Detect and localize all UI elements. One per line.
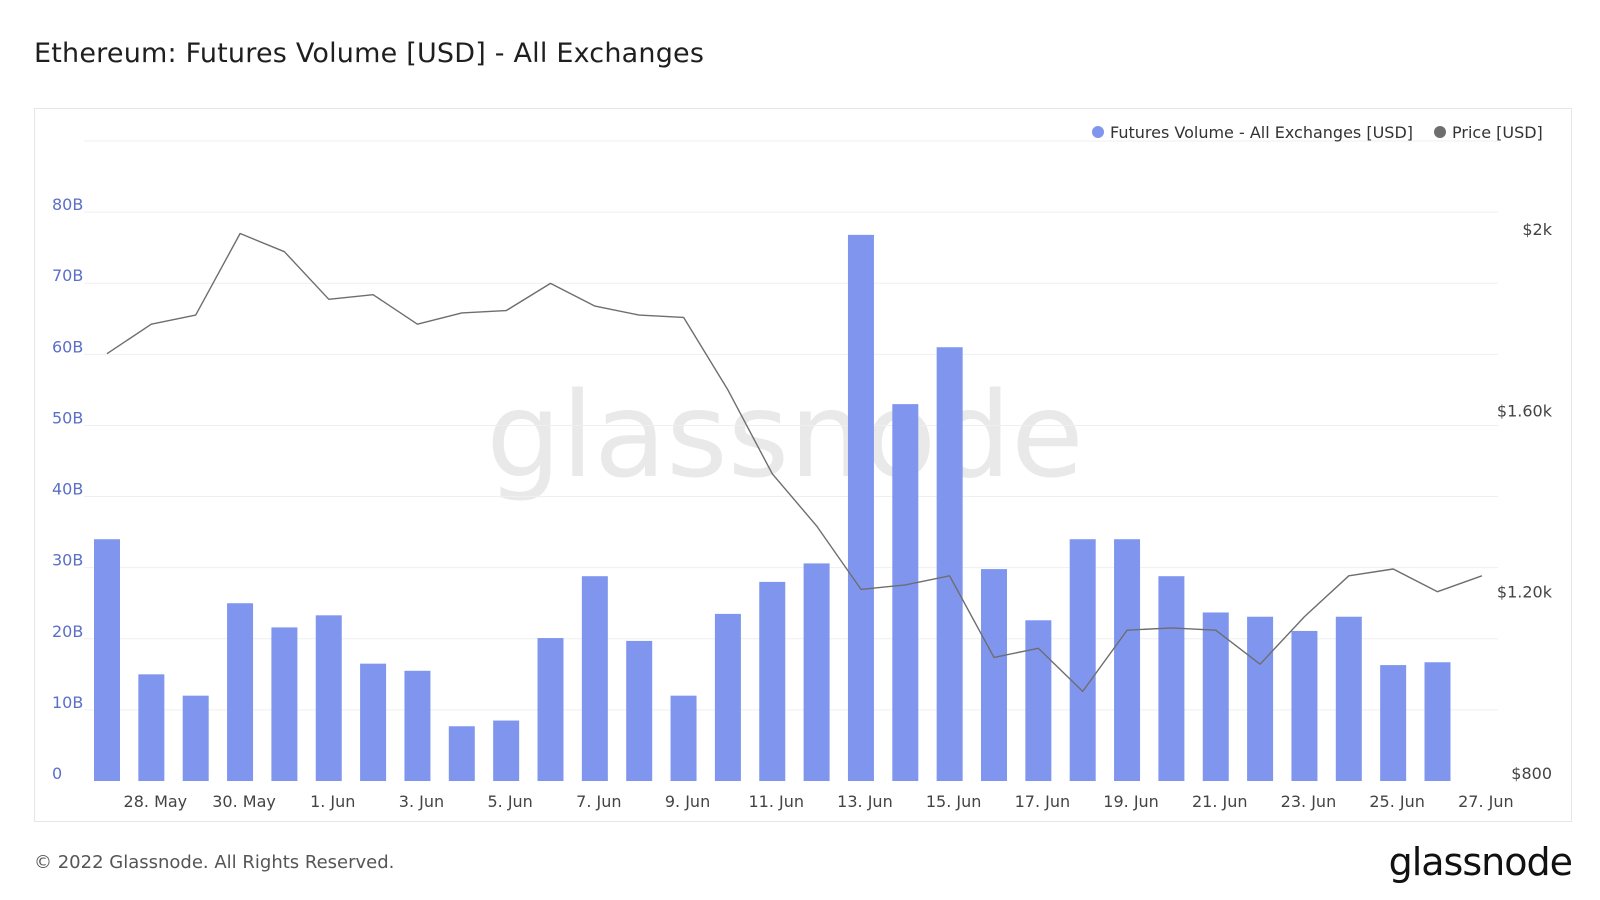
left-axis-tick-label: 70B	[52, 266, 83, 285]
volume-bar	[1380, 665, 1407, 781]
price-line	[106, 232, 1483, 693]
x-axis: 28. May 30. May 1. Jun 3. Jun 5. Jun 7. Jun 9.…	[124, 792, 1514, 811]
volume-bar	[1158, 576, 1185, 781]
x-axis-tick-label: 15. Jun	[926, 792, 982, 811]
volume-bar	[1025, 620, 1052, 781]
x-axis-tick-label: 3. Jun	[399, 792, 444, 811]
price-line-group	[106, 232, 1483, 693]
left-axis-tick-label: 20B	[52, 622, 83, 641]
x-axis-tick-label: 13. Jun	[837, 792, 893, 811]
volume-bar	[892, 404, 919, 781]
volume-bar	[271, 627, 298, 781]
volume-bar	[94, 539, 120, 781]
legend-label[interactable]: Price [USD]	[1452, 123, 1543, 142]
left-axis-tick-label: 30B	[52, 551, 83, 570]
volume-bar	[803, 563, 830, 781]
glassnode-logo[interactable]: glassnode	[1388, 840, 1573, 884]
volume-bar	[581, 576, 608, 781]
x-axis-tick-label: 11. Jun	[748, 792, 804, 811]
x-axis-tick-label: 28. May	[124, 792, 188, 811]
volume-bar	[1291, 630, 1318, 781]
copyright-text: © 2022 Glassnode. All Rights Reserved.	[34, 852, 395, 873]
volume-bar	[981, 569, 1007, 781]
volume-bar	[1202, 612, 1229, 781]
volume-bar	[227, 603, 254, 781]
volume-bar	[1335, 616, 1362, 781]
volume-bar	[759, 581, 786, 781]
x-axis-tick-label: 30. May	[212, 792, 276, 811]
x-axis-tick-label: 17. Jun	[1015, 792, 1071, 811]
volume-bar	[714, 613, 741, 781]
left-axis-tick-label: 50B	[52, 408, 83, 427]
volume-bar	[493, 720, 520, 781]
left-axis-tick-label: 80B	[52, 195, 83, 214]
volume-bar	[936, 347, 963, 781]
x-axis-tick-label: 23. Jun	[1281, 792, 1337, 811]
volume-bar	[1069, 539, 1096, 781]
x-axis-tick-label: 5. Jun	[487, 792, 532, 811]
volume-bar	[182, 695, 209, 781]
x-axis-tick-label: 25. Jun	[1369, 792, 1425, 811]
watermark: glassnode	[486, 366, 1083, 504]
left-axis: 0 10B 20B 30B 40B 50B 60B 70B 80B	[52, 195, 83, 783]
volume-bar	[404, 670, 431, 781]
right-axis: $800 $1.20k $1.60k $2k	[1497, 220, 1553, 783]
left-axis-tick-label: 60B	[52, 337, 83, 356]
legend[interactable]: Futures Volume - All Exchanges [USD] Pric…	[1092, 123, 1543, 142]
volume-bar	[360, 663, 387, 781]
legend-marker[interactable]	[1092, 126, 1104, 138]
x-axis-tick-label: 19. Jun	[1103, 792, 1159, 811]
legend-label[interactable]: Futures Volume - All Exchanges [USD]	[1110, 123, 1413, 142]
x-axis-tick-label: 1. Jun	[310, 792, 355, 811]
x-axis-tick-label: 9. Jun	[665, 792, 710, 811]
volume-bar	[315, 615, 342, 781]
right-axis-tick-label: $1.20k	[1497, 583, 1553, 602]
legend-marker[interactable]	[1434, 126, 1446, 138]
volume-bar	[1114, 539, 1141, 781]
volume-bar	[847, 234, 874, 781]
volume-bar	[626, 640, 653, 781]
chart-title: Ethereum: Futures Volume [USD] - All Exc…	[34, 38, 705, 69]
gridlines	[84, 140, 1498, 711]
x-axis-tick-label: 27. Jun	[1458, 792, 1514, 811]
volume-bars	[94, 234, 1451, 781]
volume-bar	[670, 695, 697, 781]
x-axis-tick-label: 21. Jun	[1192, 792, 1248, 811]
volume-bar	[138, 674, 165, 781]
volume-bar	[448, 726, 475, 781]
x-axis-tick-label: 7. Jun	[576, 792, 621, 811]
right-axis-tick-label: $800	[1511, 764, 1552, 783]
right-axis-tick-label: $1.60k	[1497, 401, 1553, 420]
volume-bar	[1247, 616, 1274, 781]
left-axis-tick-label: 0	[52, 764, 62, 783]
chart-panel	[34, 108, 1572, 822]
volume-bar	[1424, 662, 1451, 781]
right-axis-tick-label: $2k	[1522, 220, 1552, 239]
left-axis-tick-label: 10B	[52, 693, 83, 712]
left-axis-tick-label: 40B	[52, 480, 83, 499]
volume-bar	[537, 638, 564, 781]
